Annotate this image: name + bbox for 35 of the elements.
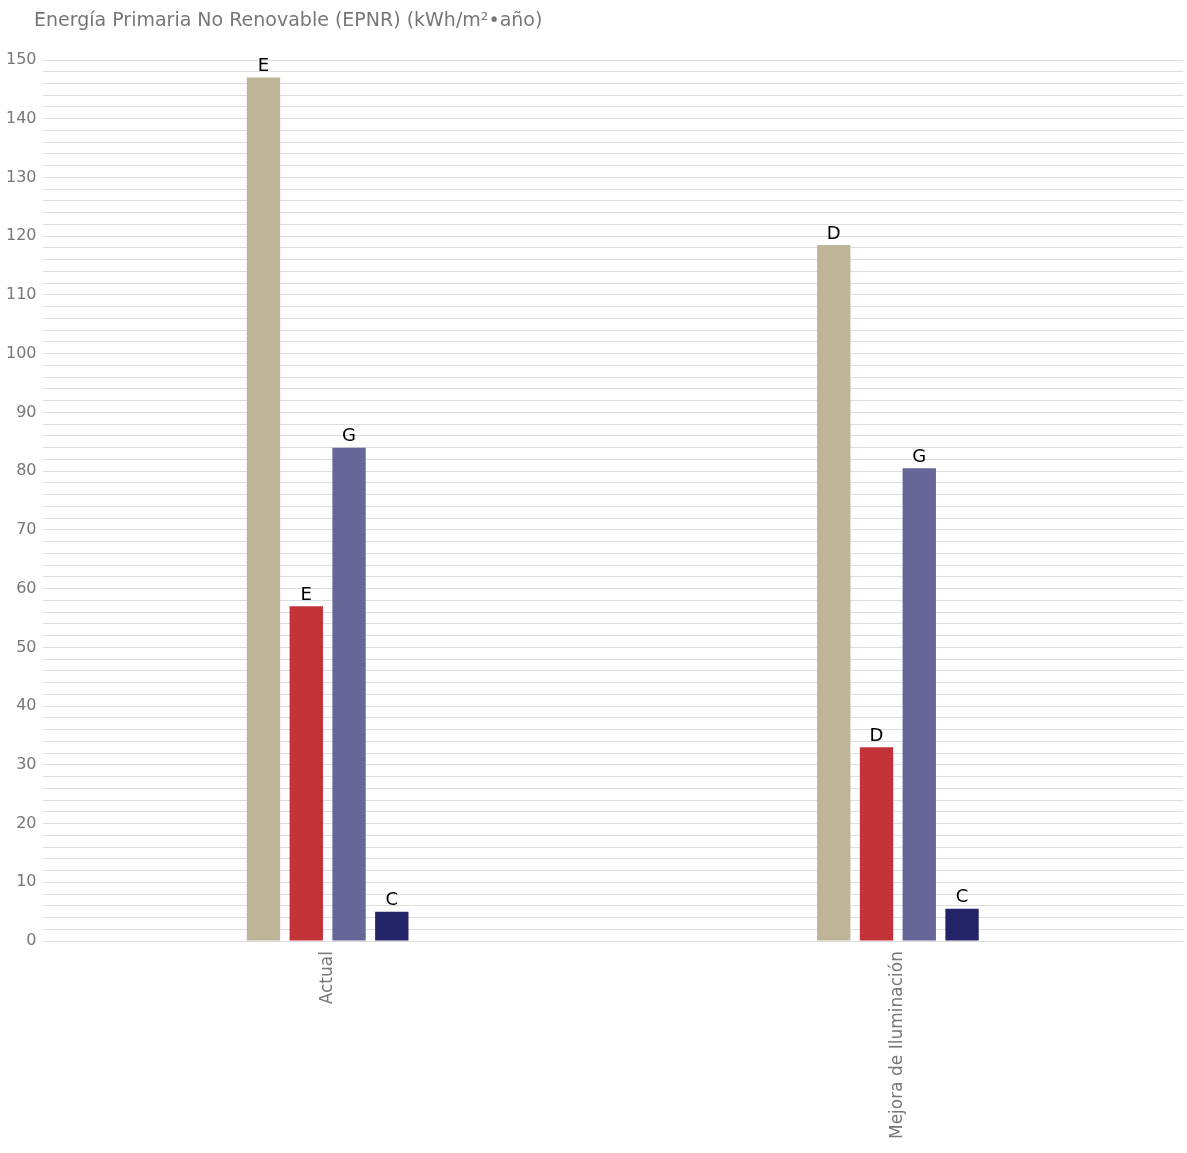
bar	[375, 911, 409, 941]
bar	[945, 908, 979, 941]
bar	[817, 245, 851, 941]
data-label: C	[955, 885, 969, 907]
y-tick-label: 60	[16, 577, 37, 597]
y-tick-label: 130	[5, 166, 37, 186]
bar	[332, 447, 366, 941]
y-tick-label: 70	[16, 519, 37, 539]
y-tick-label: 120	[5, 225, 37, 245]
bar	[289, 606, 323, 941]
y-tick-label: 110	[5, 284, 37, 304]
data-label: C	[385, 888, 399, 910]
data-label: E	[257, 54, 270, 76]
y-tick-label: 140	[5, 107, 37, 127]
y-tick-label: 20	[16, 812, 37, 832]
x-tick-label: Mejora de Iluminación	[886, 951, 907, 1140]
y-tick-label: 40	[16, 695, 37, 715]
bar	[246, 77, 281, 941]
data-label: D	[826, 221, 841, 243]
bar	[902, 468, 936, 941]
bar	[859, 747, 894, 941]
y-tick-label: 50	[16, 636, 37, 656]
y-tick-label: 0	[26, 930, 37, 950]
chart-title: Energía Primaria No Renovable (EPNR) (kWh/m²•año)	[34, 8, 543, 30]
y-tick-label: 100	[5, 342, 37, 362]
y-tick-label: 80	[16, 460, 37, 480]
y-tick-label: 150	[5, 49, 37, 69]
data-label: G	[342, 424, 357, 446]
y-tick-label: 30	[16, 754, 37, 773]
x-tick-label: Actual	[316, 951, 337, 1005]
y-tick-label: 90	[16, 401, 37, 421]
data-label: E	[300, 582, 312, 604]
data-label: D	[869, 723, 884, 745]
y-tick-label: 10	[16, 871, 37, 891]
data-label: G	[912, 444, 927, 466]
